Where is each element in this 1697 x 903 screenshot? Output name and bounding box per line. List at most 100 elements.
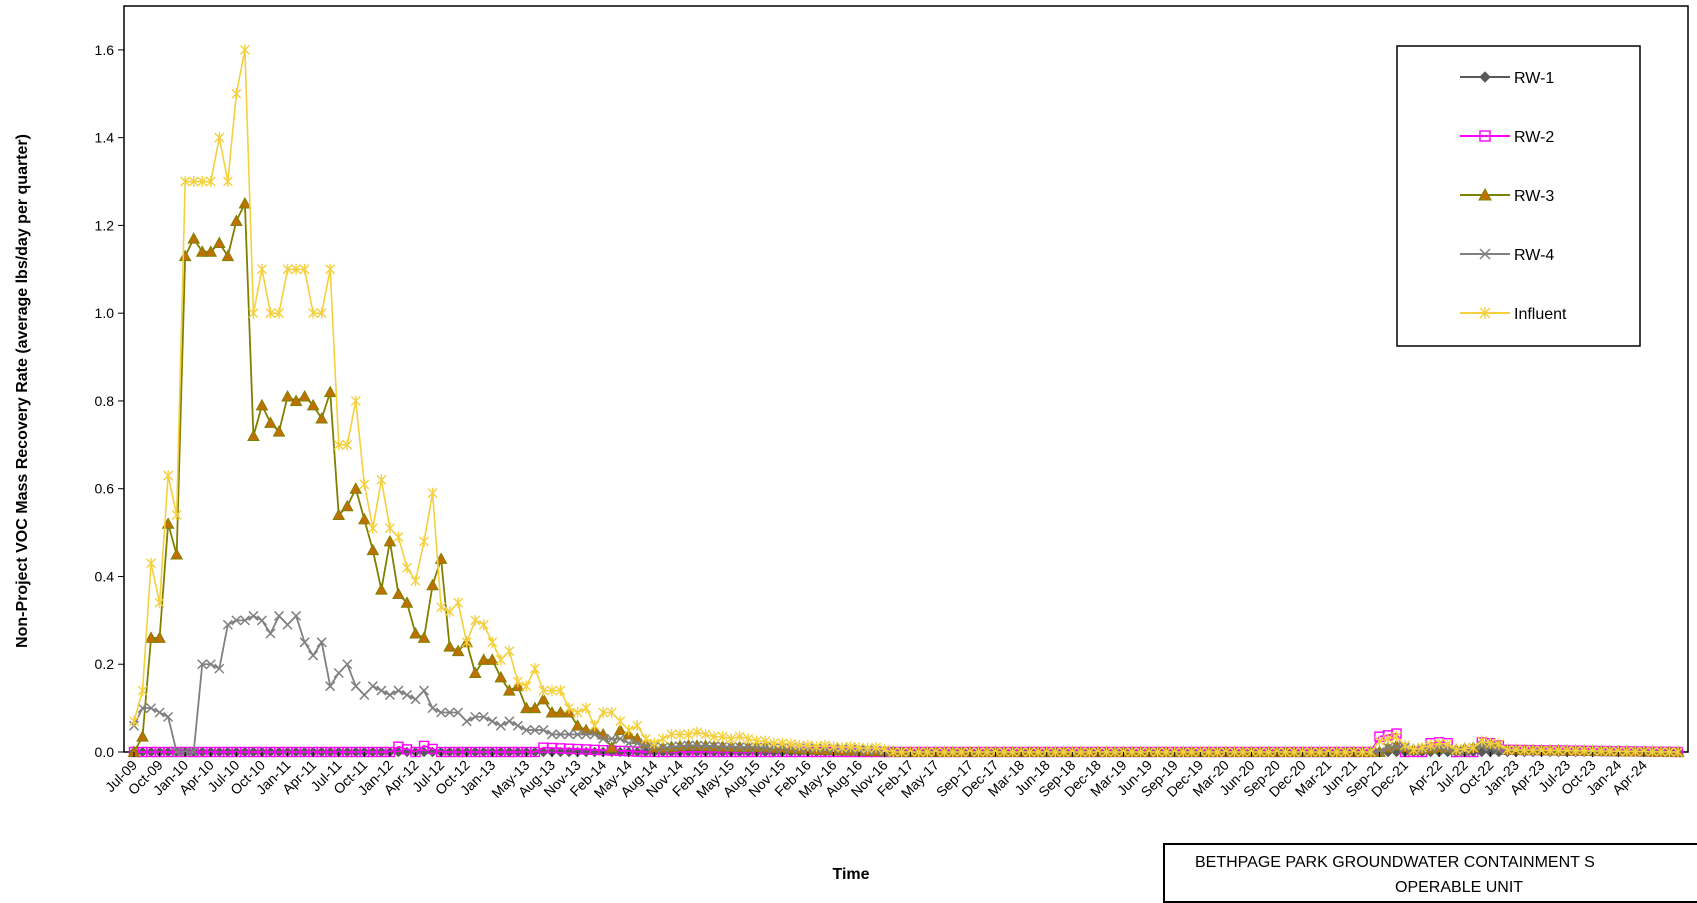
data-point <box>137 685 148 697</box>
data-point <box>802 739 813 751</box>
data-point <box>1050 746 1061 758</box>
data-point <box>470 614 481 626</box>
data-point <box>248 610 259 621</box>
data-point <box>1570 745 1581 757</box>
data-point <box>197 176 208 188</box>
data-point <box>485 653 499 665</box>
data-point <box>657 742 668 753</box>
data-point <box>581 702 592 714</box>
data-point <box>188 176 199 188</box>
data-point <box>709 741 720 752</box>
data-point <box>273 610 285 621</box>
data-point <box>375 583 388 595</box>
data-point <box>564 729 575 740</box>
data-point <box>340 499 354 512</box>
data-point <box>528 701 542 714</box>
data-point <box>520 701 533 714</box>
data-point <box>683 740 694 751</box>
data-point <box>366 543 380 556</box>
data-point <box>171 746 182 758</box>
data-point <box>281 390 294 402</box>
data-point <box>264 416 277 428</box>
data-point <box>401 562 412 574</box>
data-point <box>1212 746 1223 758</box>
data-point <box>862 742 873 754</box>
data-point <box>1425 739 1436 751</box>
data-point <box>1382 733 1393 745</box>
data-point <box>255 398 269 411</box>
data-point <box>1033 746 1044 758</box>
data-point <box>427 703 438 714</box>
data-point <box>461 716 472 727</box>
data-point <box>1109 746 1120 758</box>
y-axis: 0.0 0.2 0.4 0.6 0.8 1.0 1.2 1.4 1.6 <box>95 42 124 760</box>
data-point <box>1664 746 1675 758</box>
data-point <box>238 196 252 209</box>
data-point <box>478 711 489 722</box>
data-point <box>308 650 319 661</box>
legend-marker <box>1479 307 1491 319</box>
data-point <box>299 263 310 275</box>
data-point <box>1596 745 1607 757</box>
data-point <box>666 741 677 752</box>
data-point <box>1127 746 1138 758</box>
data-point <box>828 741 839 753</box>
data-point <box>291 263 302 275</box>
data-point <box>700 728 711 740</box>
data-point <box>1451 744 1462 756</box>
data-point <box>1579 745 1590 757</box>
data-point <box>555 729 566 740</box>
legend-label: RW-2 <box>1514 129 1554 146</box>
data-point <box>163 711 174 722</box>
data-point <box>623 738 634 749</box>
data-point <box>436 601 447 613</box>
data-point <box>521 725 532 736</box>
data-point <box>367 681 378 692</box>
data-point <box>973 746 984 758</box>
data-point <box>1255 746 1266 758</box>
data-point <box>197 659 208 670</box>
data-point <box>606 733 617 744</box>
data-point <box>1340 746 1351 758</box>
data-point <box>734 741 745 752</box>
data-point <box>1527 744 1538 756</box>
legend-item-rw-4: RW-4 <box>1460 247 1554 264</box>
data-point <box>1647 746 1658 758</box>
data-point <box>461 636 472 648</box>
data-point <box>666 728 677 740</box>
data-point <box>504 645 515 657</box>
data-point <box>265 628 276 639</box>
data-point <box>333 667 344 679</box>
data-point <box>323 385 337 398</box>
data-point <box>888 746 899 758</box>
legend-item-influent: Influent <box>1460 306 1567 323</box>
data-point <box>1391 731 1402 743</box>
data-point <box>726 733 737 745</box>
data-point <box>1434 737 1445 749</box>
data-point <box>1604 745 1615 757</box>
data-point <box>1075 746 1086 758</box>
data-point <box>417 631 431 643</box>
y-tick-label: 0.8 <box>95 393 115 409</box>
data-point <box>546 729 558 740</box>
data-point <box>734 731 745 743</box>
data-point <box>589 720 600 732</box>
legend-marker <box>1479 130 1491 142</box>
data-point <box>1382 742 1394 753</box>
data-point <box>451 644 465 657</box>
data-point <box>1545 744 1556 756</box>
data-point <box>1007 746 1018 758</box>
data-point <box>144 631 158 643</box>
data-point <box>265 307 276 319</box>
data-point <box>383 534 397 547</box>
legend-label: RW-1 <box>1514 70 1554 87</box>
data-point <box>393 685 404 696</box>
data-point <box>487 716 498 727</box>
data-point <box>401 689 413 700</box>
data-point <box>410 575 421 587</box>
legend-marker <box>1479 71 1491 83</box>
data-point <box>554 705 567 718</box>
legend-label: RW-4 <box>1514 247 1554 264</box>
data-point <box>231 88 242 100</box>
data-point <box>495 654 506 666</box>
